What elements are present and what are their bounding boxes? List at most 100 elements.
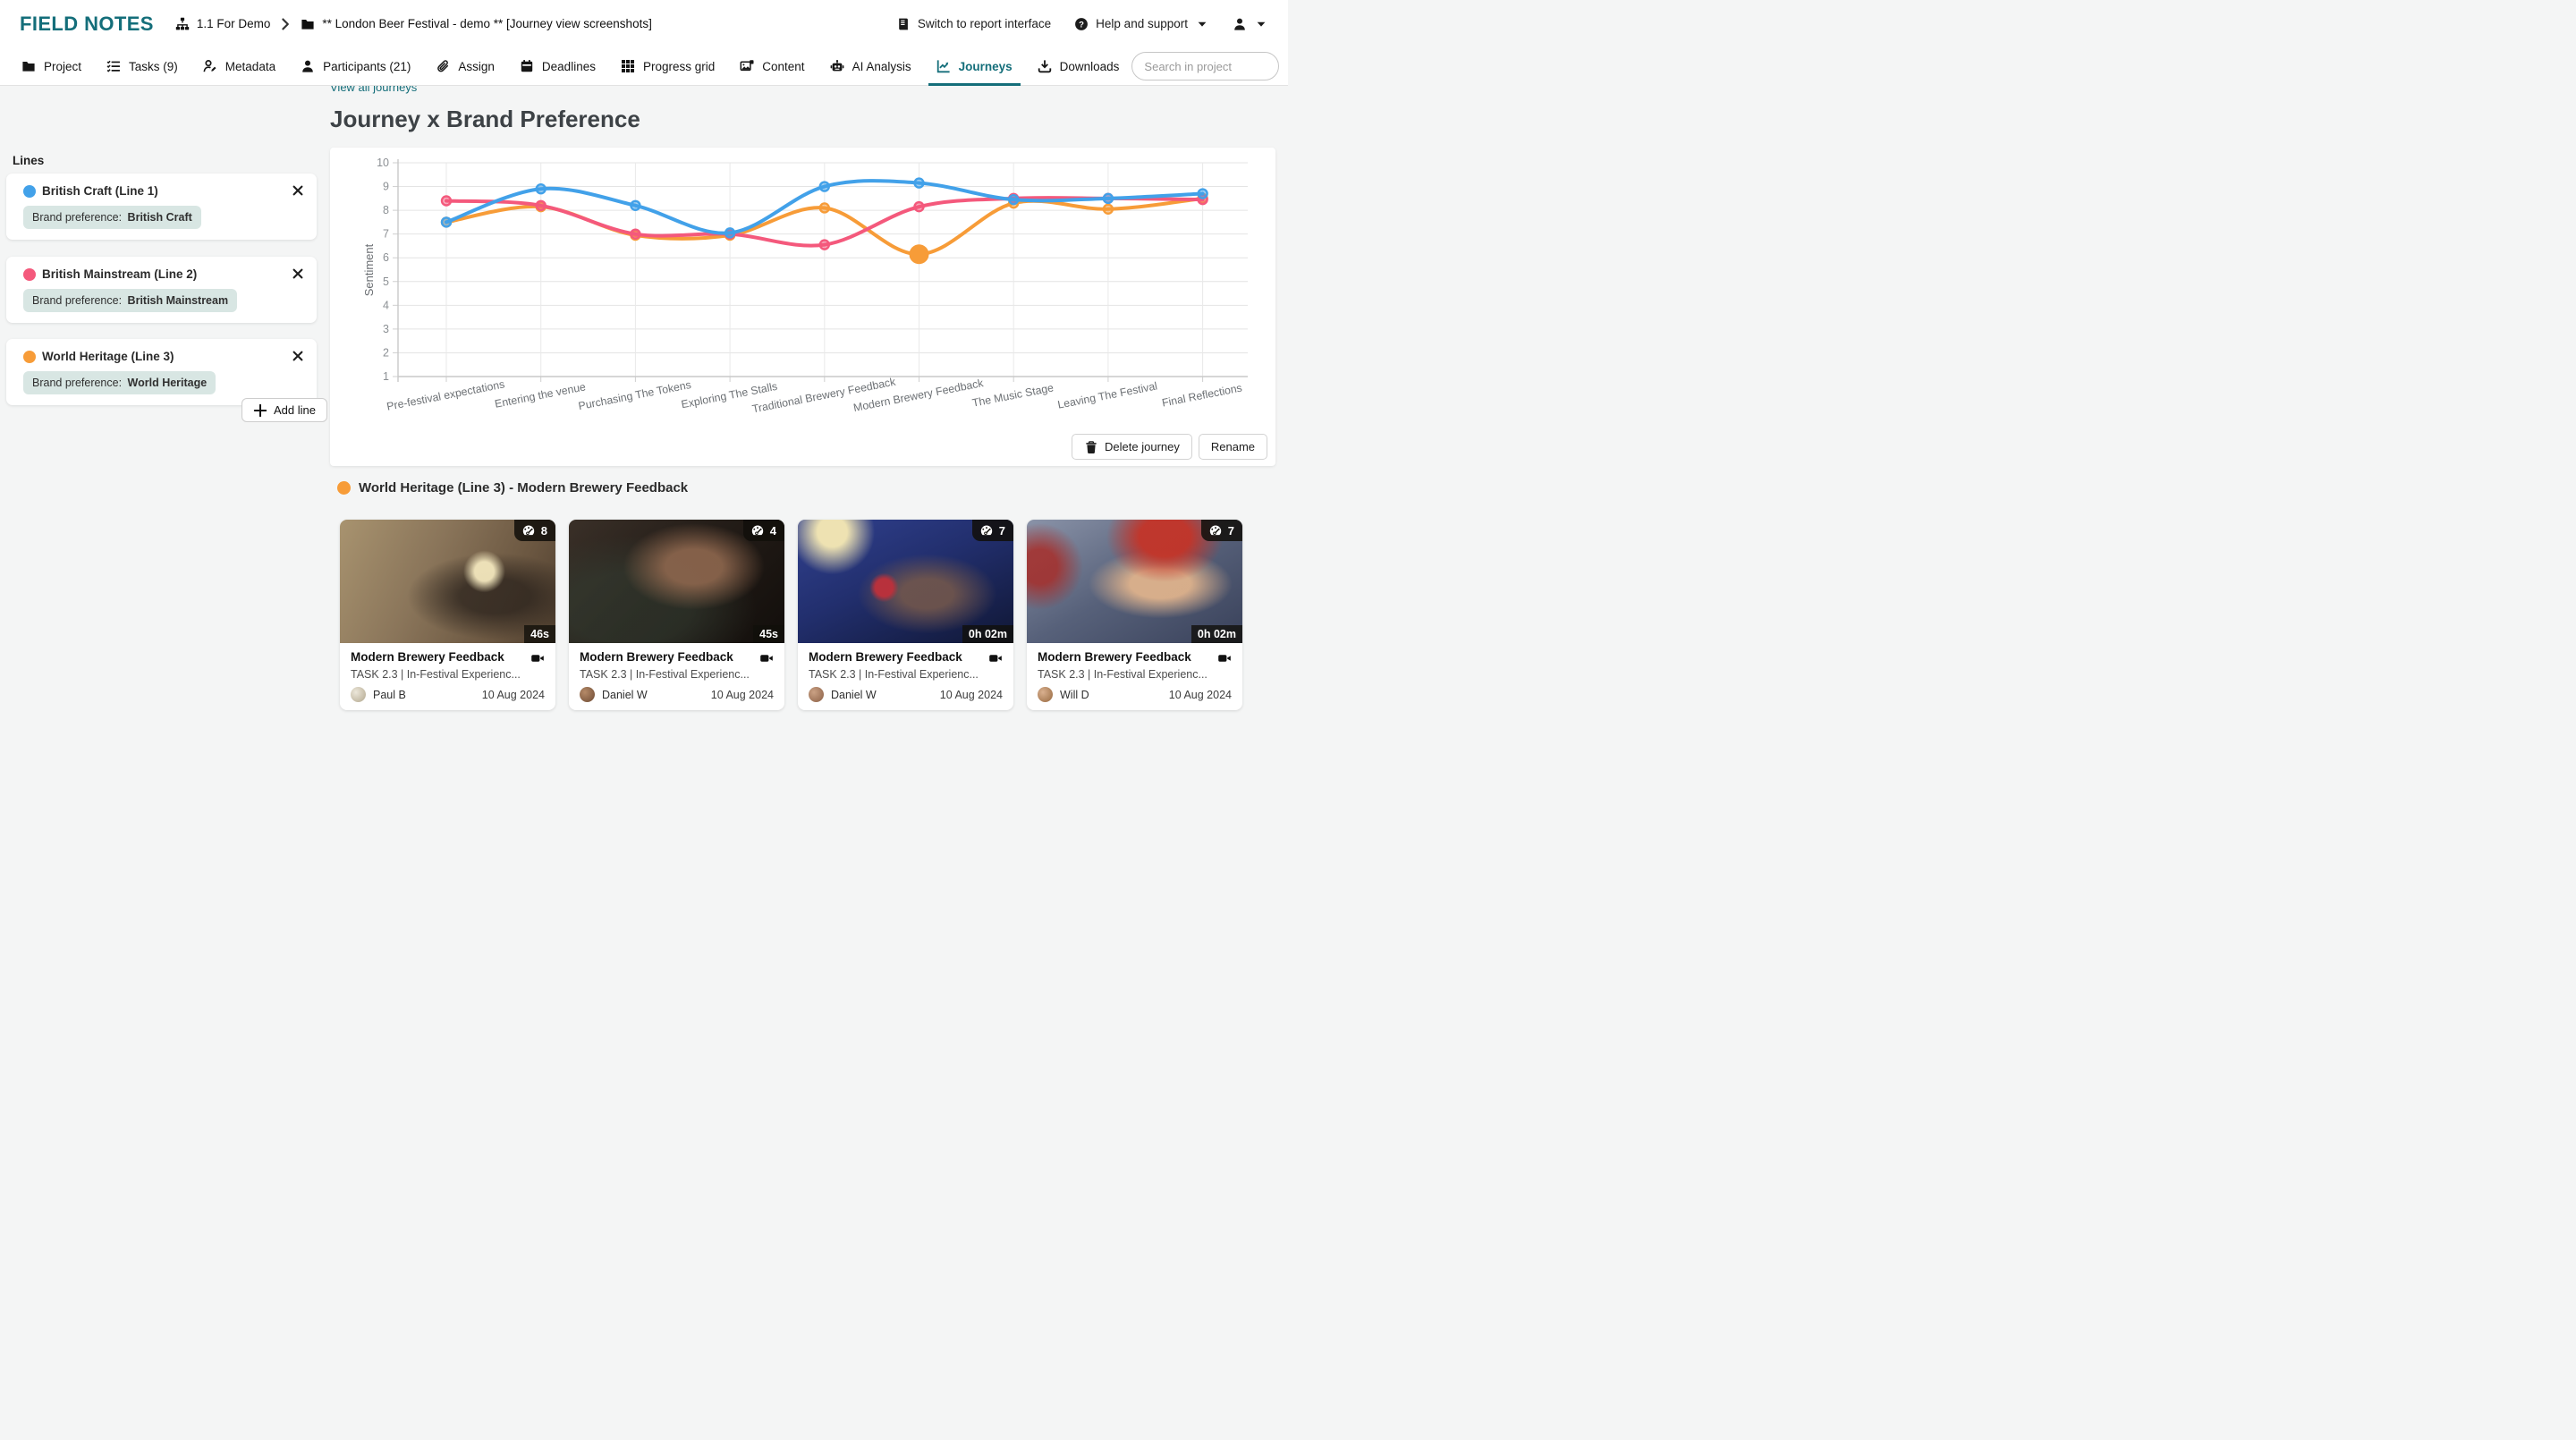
video-duration: 45s: [753, 625, 784, 643]
chart-point[interactable]: [1102, 192, 1114, 205]
line-color-dot: [23, 351, 36, 363]
video-duration: 0h 02m: [962, 625, 1013, 643]
video-thumbnail[interactable]: 7 0h 02m: [1027, 520, 1242, 643]
image-icon: [740, 59, 754, 73]
breadcrumb-item[interactable]: ** London Beer Festival - demo ** [Journ…: [301, 17, 652, 31]
video-thumbnail[interactable]: 4 45s: [569, 520, 784, 643]
line-name: British Craft (Line 1): [42, 184, 158, 198]
svg-text:6: 6: [383, 251, 389, 264]
tasks-icon: [106, 59, 121, 73]
chart-point[interactable]: [818, 239, 830, 250]
video-title: Modern Brewery Feedback: [1038, 650, 1191, 664]
tab-tasks-9[interactable]: Tasks (9): [94, 47, 191, 85]
line-filter-pill[interactable]: Brand preference: British Mainstream: [23, 289, 238, 312]
line-filter-pill[interactable]: Brand preference: British Craft: [23, 206, 201, 229]
tab-deadlines[interactable]: Deadlines: [507, 47, 608, 85]
participant-name: Will D: [1060, 688, 1089, 701]
sentiment-score-badge: 7: [971, 520, 1013, 541]
video-card[interactable]: 8 46s Modern Brewery Feedback TASK 2.3 |…: [340, 520, 555, 710]
video-task-label: TASK 2.3 | In-Festival Experienc...: [809, 668, 979, 681]
switch-report-interface-button[interactable]: Switch to report interface: [896, 17, 1051, 31]
breadcrumb-item[interactable]: 1.1 For Demo: [175, 17, 271, 31]
chart-point[interactable]: [440, 195, 453, 207]
grid-icon: [621, 59, 635, 73]
tab-participants-21[interactable]: Participants (21): [288, 47, 423, 85]
remove-line-icon[interactable]: [291, 349, 305, 363]
video-card[interactable]: 4 45s Modern Brewery Feedback TASK 2.3 |…: [569, 520, 784, 710]
video-card-list: 8 46s Modern Brewery Feedback TASK 2.3 |…: [340, 520, 1242, 710]
chevron-right-icon: [278, 17, 292, 31]
sentiment-score-badge: 8: [513, 520, 555, 541]
tab-assign[interactable]: Assign: [423, 47, 507, 85]
help-and-support-menu[interactable]: ? Help and support: [1074, 17, 1209, 31]
svg-text:Final Reflections: Final Reflections: [1161, 382, 1243, 410]
participant-name: Paul B: [373, 688, 406, 701]
rename-journey-button[interactable]: Rename: [1198, 434, 1267, 460]
chart-point[interactable]: [818, 181, 830, 192]
video-card[interactable]: 7 0h 02m Modern Brewery Feedback TASK 2.…: [798, 520, 1013, 710]
filter-value: World Heritage: [127, 377, 208, 389]
sentiment-score-badge: 7: [1200, 520, 1242, 541]
line-name: World Heritage (Line 3): [42, 350, 174, 363]
svg-text:7: 7: [383, 228, 389, 241]
video-duration: 0h 02m: [1191, 625, 1242, 643]
add-line-button[interactable]: Add line: [242, 398, 327, 422]
chart-point[interactable]: [535, 199, 547, 212]
video-thumbnail[interactable]: 7 0h 02m: [798, 520, 1013, 643]
gauge-icon: [521, 523, 536, 538]
tab-label: Journeys: [958, 59, 1013, 73]
video-task-label: TASK 2.3 | In-Festival Experienc...: [351, 668, 521, 681]
video-card[interactable]: 7 0h 02m Modern Brewery Feedback TASK 2.…: [1027, 520, 1242, 710]
tab-label: Deadlines: [541, 59, 596, 73]
chart-line-icon: [936, 59, 951, 73]
chart-point[interactable]: [630, 228, 641, 240]
chart-point[interactable]: [1197, 188, 1208, 199]
video-thumbnail[interactable]: 8 46s: [340, 520, 555, 643]
app-logo[interactable]: FIELD NOTES: [20, 12, 154, 35]
chart-point[interactable]: [913, 200, 925, 213]
tab-content[interactable]: Content: [727, 47, 817, 85]
participant-name: Daniel W: [602, 688, 648, 701]
tab-project[interactable]: Project: [9, 47, 94, 85]
tab-progress-grid[interactable]: Progress grid: [608, 47, 727, 85]
line-card: British Craft (Line 1) Brand preference: …: [6, 174, 317, 240]
chart-point[interactable]: [818, 202, 830, 214]
line-name: British Mainstream (Line 2): [42, 267, 198, 281]
selected-point-heading: World Heritage (Line 3) - Modern Brewery…: [337, 480, 688, 496]
tab-downloads[interactable]: Downloads: [1025, 47, 1132, 85]
journey-chart-card: 10 9 8 7 6 5 4 3 2 1 Pre-festival expectations Ente…: [330, 148, 1275, 466]
svg-text:4: 4: [383, 299, 389, 311]
line-filter-pill[interactable]: Brand preference: World Heritage: [23, 371, 216, 394]
chart-point[interactable]: [1008, 193, 1020, 206]
remove-line-icon[interactable]: [291, 267, 305, 281]
participant-avatar: [580, 687, 595, 702]
user-menu[interactable]: [1233, 17, 1268, 31]
tab-label: AI Analysis: [852, 59, 911, 73]
chart-point[interactable]: [1102, 203, 1114, 215]
tab-metadata[interactable]: Metadata: [191, 47, 288, 85]
chart-point[interactable]: [724, 227, 736, 239]
remove-line-icon[interactable]: [291, 183, 305, 198]
chart-point[interactable]: [630, 199, 641, 212]
chart-point[interactable]: [440, 216, 453, 228]
participant-avatar: [809, 687, 824, 702]
chart-point-selected[interactable]: [909, 244, 929, 265]
chart-point[interactable]: [535, 183, 547, 195]
chart-point[interactable]: [913, 177, 925, 189]
tab-label: Project: [44, 59, 82, 73]
breadcrumb-label: 1.1 For Demo: [196, 17, 271, 30]
line-card: World Heritage (Line 3) Brand preference:…: [6, 339, 317, 405]
calendar-icon: [520, 59, 534, 73]
video-task-label: TASK 2.3 | In-Festival Experienc...: [1038, 668, 1208, 681]
participant-avatar: [1038, 687, 1053, 702]
sentiment-score: 7: [998, 523, 1005, 538]
delete-journey-button[interactable]: Delete journey: [1072, 434, 1192, 460]
search-input[interactable]: [1132, 53, 1279, 80]
project-nav: Project Tasks (9) Metadata Participants (21…: [0, 47, 1288, 86]
svg-text:Sentiment: Sentiment: [362, 243, 376, 296]
metadata-icon: [203, 59, 217, 73]
tab-ai-analysis[interactable]: AI Analysis: [818, 47, 924, 85]
svg-text:3: 3: [383, 323, 389, 335]
tab-journeys[interactable]: Journeys: [924, 47, 1025, 86]
folder-icon: [21, 59, 36, 73]
